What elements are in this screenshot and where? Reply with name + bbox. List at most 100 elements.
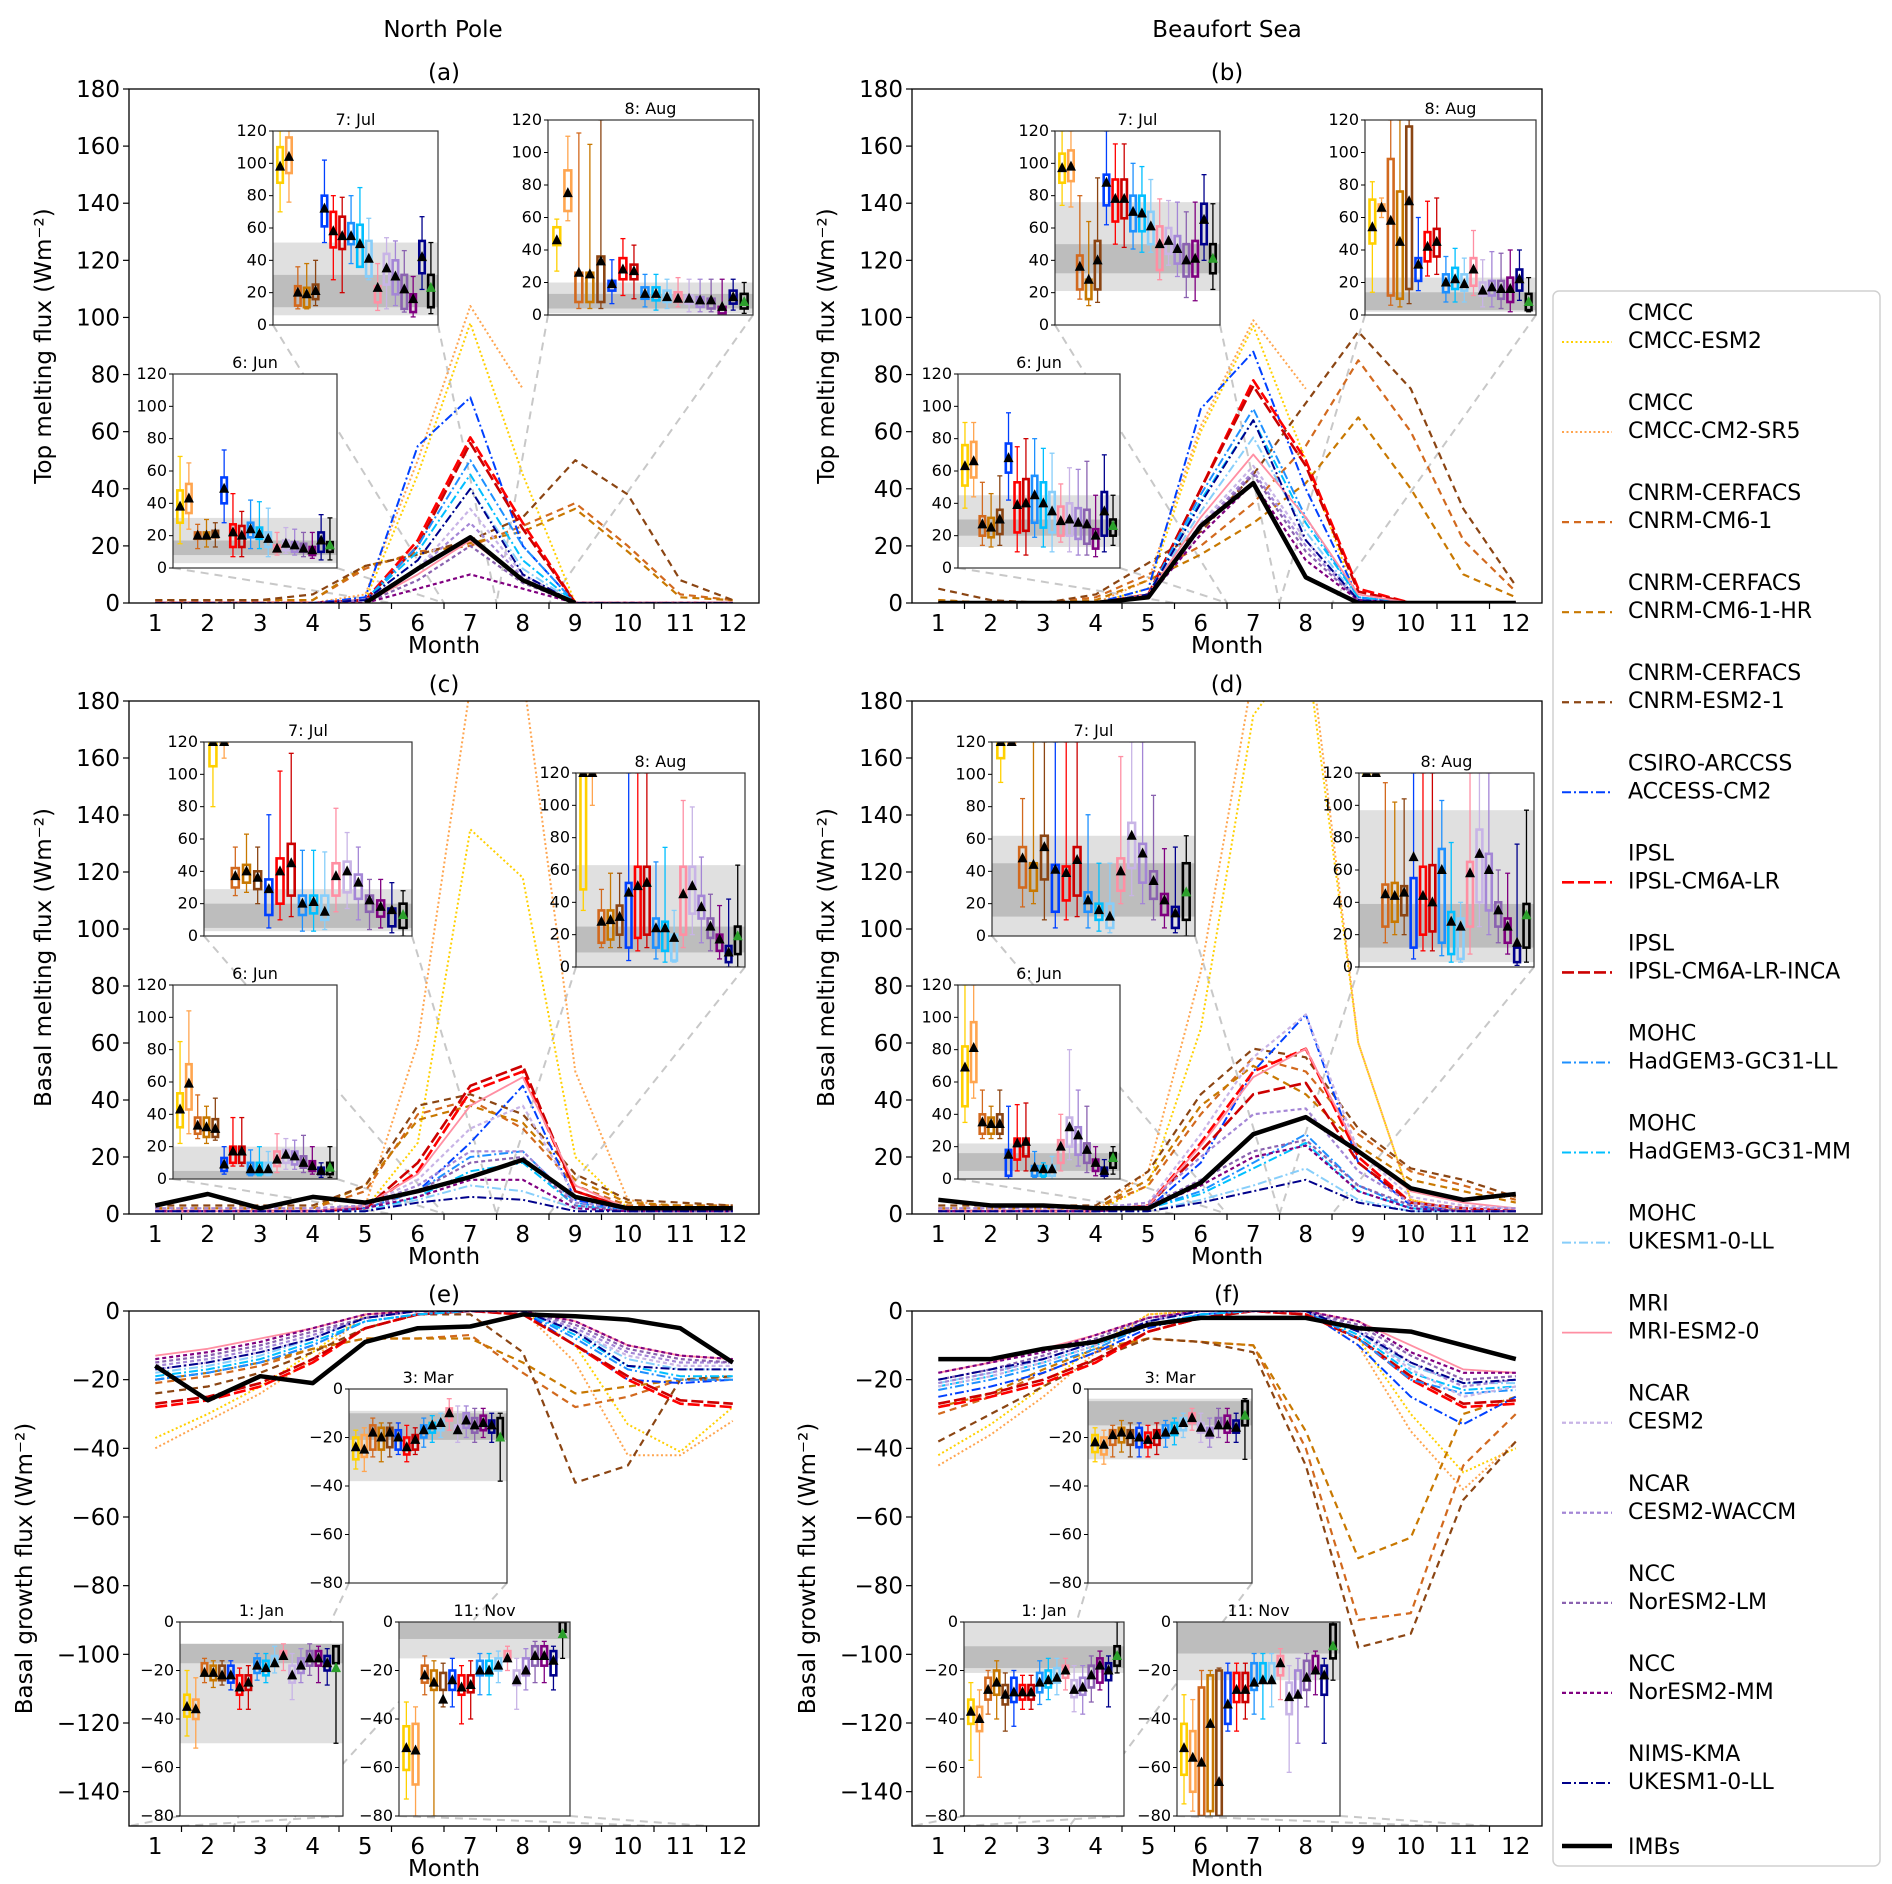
box-hadgem3-gc31-mm <box>254 1146 265 1177</box>
legend-group: CMCC <box>1628 301 1693 326</box>
box-cmcc-cm2-sr5 <box>183 462 194 530</box>
box-ukesm1-0-ll <box>669 909 680 963</box>
inset-title: 3: Mar <box>1145 1368 1196 1387</box>
box <box>1102 173 1111 207</box>
mean-marker <box>1361 773 1372 777</box>
box-noresm2-lm <box>298 1134 309 1174</box>
inset-y-tick-label: 40 <box>550 892 570 911</box>
box-ipsl-cm6a-lr-inca <box>1072 742 1083 918</box>
inset-y-tick-label: −40 <box>359 1709 393 1728</box>
mean-marker <box>1408 851 1419 862</box>
panel-label: (a) <box>428 60 460 86</box>
box-mri-esm2-0 <box>1115 755 1126 905</box>
box-cnrm-esm2-1 <box>217 1660 228 1686</box>
box-cnrm-cm6-1 <box>419 1655 430 1696</box>
mean-marker <box>1029 1161 1040 1172</box>
series-line-cnrm-esm2-1 <box>155 459 734 602</box>
inset-title: 8: Aug <box>635 752 687 771</box>
x-tick-label: 10 <box>613 1834 642 1860</box>
mean-marker <box>393 1431 404 1442</box>
box-mri-esm2-0 <box>1468 229 1479 297</box>
box-imbs <box>739 281 750 315</box>
inset-y-tick-label: 120 <box>921 364 952 383</box>
inset-y-tick-label: 20 <box>147 1137 167 1156</box>
legend-model-name: CMCC-CM2-SR5 <box>1628 419 1801 444</box>
mean-marker <box>1222 1698 1233 1709</box>
inset-7-jul: 7: Jul 0 20 40 60 80 100 120 <box>236 110 439 334</box>
x-tick-label: 3 <box>1036 1222 1051 1248</box>
box-noresm2-mm <box>717 278 728 315</box>
inset-title: 6: Jun <box>232 353 278 372</box>
mean-marker <box>732 930 743 941</box>
inset-y-tick-label: 20 <box>550 925 570 944</box>
box-hadgem3-gc31-mm <box>308 849 319 932</box>
series-line-ukesm1-0-ll <box>938 1178 1516 1213</box>
box <box>1017 845 1028 889</box>
box-cnrm-cm6-1-hr <box>584 143 595 310</box>
box-noresm2-lm <box>399 249 410 313</box>
mean-marker <box>1039 841 1050 852</box>
legend-group: NCC <box>1628 1652 1675 1677</box>
y-tick-label: 140 <box>859 191 903 217</box>
mean-marker <box>548 1654 559 1665</box>
box-mri-esm2-0 <box>673 276 684 308</box>
series-line-ukesm1-0-ll <box>938 1311 1516 1385</box>
series-line-imbs <box>364 535 577 603</box>
panel-label: (c) <box>429 672 460 698</box>
mean-marker <box>376 1431 387 1442</box>
box-cesm2 <box>1284 1665 1295 1773</box>
mean-marker <box>1154 238 1165 249</box>
box-cmcc-cm2-sr5 <box>359 1427 370 1473</box>
box-hadgem3-gc31-ll <box>346 195 357 265</box>
series-line-noresm2-lm <box>155 1311 733 1364</box>
box-cmcc-esm2 <box>959 985 970 1124</box>
box <box>484 1659 494 1677</box>
box <box>255 1161 264 1176</box>
box-cmcc-cm2-sr5 <box>1065 131 1076 208</box>
box-noresm2-lm <box>705 893 716 952</box>
mean-marker <box>245 1163 256 1174</box>
box <box>1409 876 1418 949</box>
box-cnrm-cm6-1-hr <box>1389 801 1400 936</box>
inset-plot-area <box>964 1622 1124 1778</box>
series-line-cnrm-cm6-1-hr <box>938 416 1517 603</box>
box <box>1009 1676 1018 1704</box>
mean-marker <box>1081 518 1092 529</box>
legend-entry-cnrm-cm6-1-hr: CNRM-CERFACS CNRM-CM6-1-HR <box>1562 571 1812 624</box>
mean-marker <box>1292 1688 1303 1699</box>
legend: CMCC CMCC-ESM2 CMCC CMCC-CM2-SR5 CNRM-CERFAC… <box>1552 290 1881 1867</box>
box <box>1446 910 1456 956</box>
box-hadgem3-gc31-mm <box>354 186 365 269</box>
mean-marker <box>418 1424 429 1435</box>
legend-group: IPSL <box>1628 841 1675 866</box>
box <box>1399 884 1409 917</box>
box-cnrm-esm2-1 <box>1000 1672 1011 1732</box>
box-noresm2-mm <box>408 275 419 318</box>
mean-marker <box>1065 160 1076 171</box>
series-line-ipsl-cm6a-lr-inca <box>938 384 1516 603</box>
x-tick-label: 5 <box>1141 1222 1156 1248</box>
inset-y-tick-label: −60 <box>1048 1525 1082 1544</box>
y-tick-label: −60 <box>71 1505 120 1531</box>
mean-marker <box>444 1407 455 1418</box>
box-noresm2-lm <box>1081 460 1092 556</box>
mean-marker <box>1026 1686 1037 1697</box>
box <box>368 1424 377 1451</box>
mean-marker <box>1422 240 1433 251</box>
mean-marker <box>573 266 584 277</box>
box-ipsl-cm6a-lr <box>617 237 628 297</box>
box <box>299 1155 308 1169</box>
mean-marker <box>236 529 247 540</box>
box-imbs <box>732 864 743 967</box>
mean-marker <box>1083 273 1094 284</box>
inset-y-tick-label: 100 <box>955 764 986 783</box>
box <box>475 1659 485 1677</box>
box-access-cm2 <box>1134 1422 1145 1458</box>
mean-marker <box>1119 192 1130 203</box>
mean-marker <box>1073 1129 1084 1140</box>
mean-marker <box>1266 1674 1277 1685</box>
mean-marker <box>1029 489 1040 500</box>
box <box>984 1676 993 1701</box>
box-cesm2-waccm <box>461 1405 472 1439</box>
